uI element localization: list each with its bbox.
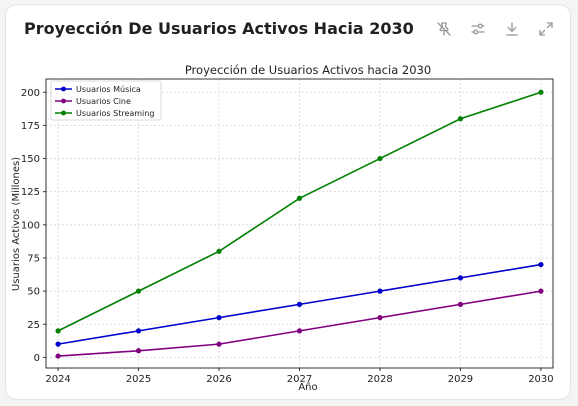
x-axis: 2024 2025 2026 2027 2028 2029 2030 — [45, 368, 554, 385]
legend-label: Usuarios Cine — [76, 97, 131, 106]
page-title: Proyección De Usuarios Activos Hacia 203… — [24, 19, 414, 38]
y-tick-label: 200 — [21, 88, 40, 99]
x-tick-label: 2028 — [367, 374, 392, 385]
y-tick-label: 25 — [27, 320, 40, 331]
data-point — [135, 348, 142, 354]
legend-label: Usuarios Streaming — [76, 109, 154, 118]
data-point — [55, 341, 61, 347]
y-tick-label: 175 — [21, 121, 40, 132]
series-0 — [55, 261, 544, 347]
x-tick-label: 2029 — [448, 374, 473, 385]
data-point — [457, 301, 464, 307]
x-tick-label: 2024 — [45, 374, 70, 385]
data-point — [216, 315, 222, 321]
data-point — [55, 328, 61, 334]
y-tick-label: 150 — [21, 154, 40, 165]
x-tick-label: 2026 — [206, 374, 231, 385]
x-tick-label: 2027 — [287, 374, 312, 385]
data-point — [296, 195, 303, 201]
chart-card: Proyección De Usuarios Activos Hacia 203… — [5, 4, 571, 400]
y-axis-label: Usuarios Activos (Millones) — [11, 157, 22, 291]
x-tick-label: 2030 — [528, 374, 553, 385]
data-point — [377, 315, 383, 321]
y-tick-label: 0 — [34, 353, 40, 364]
download-button[interactable] — [502, 19, 522, 39]
expand-icon — [539, 22, 553, 36]
data-point — [135, 328, 142, 334]
data-point — [377, 288, 383, 294]
x-tick-label: 2025 — [126, 374, 151, 385]
grid — [46, 79, 553, 368]
data-point — [538, 261, 544, 268]
y-axis: 0 25 50 75 100 125 150 175 200 — [21, 88, 46, 364]
download-icon — [506, 22, 518, 36]
data-point — [457, 275, 464, 281]
data-point — [377, 155, 383, 162]
y-tick-label: 75 — [27, 253, 40, 264]
legend-label: Usuarios Música — [76, 85, 141, 94]
series-2 — [55, 89, 544, 334]
data-point — [216, 341, 222, 347]
chart-title: Proyección de Usuarios Activos hacia 203… — [185, 63, 431, 77]
legend-marker — [61, 98, 66, 104]
legend-marker — [61, 86, 66, 92]
data-point — [55, 353, 61, 359]
filter-button[interactable] — [468, 19, 488, 39]
legend-marker — [61, 110, 66, 116]
data-point — [216, 248, 222, 254]
pin-off-icon — [437, 22, 451, 36]
chart-toolbar — [434, 19, 556, 39]
legend-box — [50, 80, 162, 121]
data-point — [296, 301, 303, 307]
sliders-icon — [471, 23, 485, 35]
data-point — [296, 328, 303, 334]
series — [55, 89, 544, 359]
expand-button[interactable] — [536, 19, 556, 39]
y-tick-label: 50 — [27, 287, 40, 298]
y-tick-label: 100 — [21, 220, 40, 231]
data-point — [538, 288, 544, 294]
x-axis-label: Año — [298, 382, 317, 393]
data-point — [538, 89, 544, 95]
data-point — [135, 288, 142, 294]
pin-button[interactable] — [434, 19, 454, 39]
y-tick-label: 125 — [21, 187, 40, 198]
data-point — [457, 116, 464, 122]
legend: Usuarios Música Usuarios Cine Usuarios Str… — [50, 80, 162, 121]
series-1 — [55, 288, 544, 359]
